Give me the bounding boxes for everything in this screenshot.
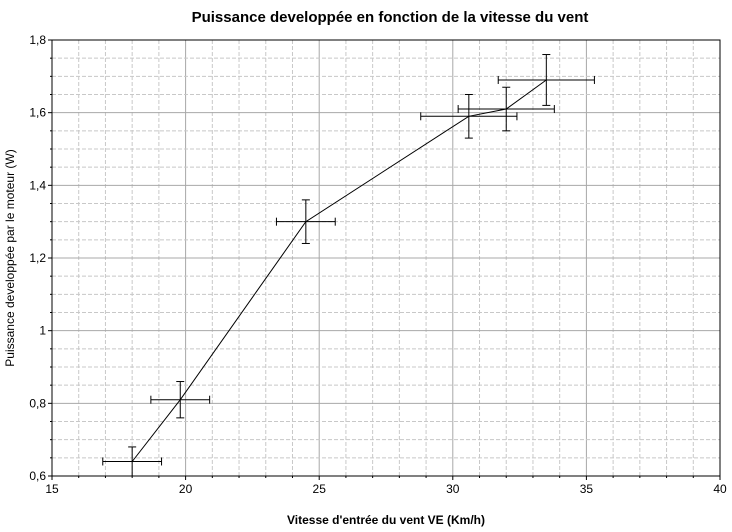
tick-labels: 15 20 25 30 35 40 0,6 0,8 1 1,2 1,4 1,6 1,8 xyxy=(29,33,727,496)
grid xyxy=(52,40,720,476)
x-tick-label: 15 xyxy=(45,482,59,496)
y-tick-label: 1,8 xyxy=(29,33,46,47)
x-tick-label: 20 xyxy=(179,482,193,496)
error-bars xyxy=(102,54,595,477)
data-line xyxy=(131,79,547,462)
y-axis-label: Puissance developpée par le moteur (W) xyxy=(3,149,17,366)
data-point xyxy=(150,381,211,419)
x-tick-label: 40 xyxy=(713,482,727,496)
x-tick-label: 35 xyxy=(580,482,594,496)
y-tick-label: 1,2 xyxy=(29,251,46,265)
data-point xyxy=(420,94,518,139)
data-point xyxy=(457,86,555,132)
x-axis-label: Vitesse d'entrée du vent VE (Km/h) xyxy=(287,513,485,527)
y-tick-label: 0,8 xyxy=(29,396,46,410)
y-tick-label: 1 xyxy=(39,324,46,338)
y-tick-label: 1,4 xyxy=(29,178,46,192)
y-tick-label: 1,6 xyxy=(29,106,46,120)
x-tick-label: 30 xyxy=(446,482,460,496)
y-tick-label: 0,6 xyxy=(29,469,46,483)
ticks xyxy=(48,39,721,480)
data-point xyxy=(102,446,163,477)
data-point xyxy=(497,54,595,106)
chart-title: Puissance developpée en fonction de la v… xyxy=(192,9,589,26)
x-tick-label: 25 xyxy=(313,482,327,496)
data-point xyxy=(275,199,336,244)
